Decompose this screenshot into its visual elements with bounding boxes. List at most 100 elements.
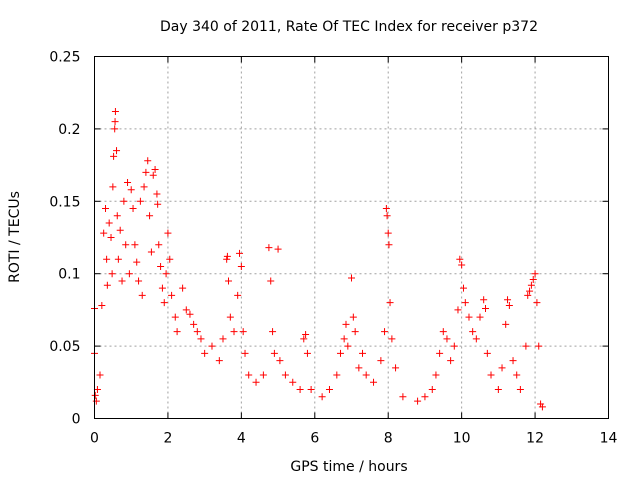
data-point (111, 118, 119, 126)
data-point (154, 200, 162, 208)
data-point (151, 165, 159, 173)
data-point (436, 349, 444, 357)
y-tick-label: 0 (72, 412, 81, 428)
data-point (348, 274, 355, 282)
data-point (535, 342, 543, 350)
data-point (399, 393, 407, 401)
data-point (110, 152, 118, 160)
data-point (241, 349, 249, 357)
data-point (381, 328, 389, 336)
data-point (502, 320, 510, 328)
data-point (344, 342, 352, 350)
data-point (465, 313, 473, 321)
data-point (487, 371, 495, 379)
data-point (122, 241, 130, 249)
data-point (454, 306, 462, 314)
data-point (265, 244, 273, 252)
data-point (236, 249, 244, 257)
grid-lines (94, 56, 609, 419)
data-point (160, 299, 168, 307)
data-point (461, 299, 469, 307)
chart-title: Day 340 of 2011, Rate Of TEC Index for r… (160, 19, 538, 35)
data-point (351, 328, 359, 336)
data-point (382, 205, 390, 213)
axis-ticks (94, 56, 609, 419)
data-point (223, 255, 231, 263)
data-point (136, 197, 144, 205)
data-point (259, 371, 267, 379)
data-point (215, 357, 223, 365)
data-point (414, 397, 422, 405)
data-point (125, 270, 133, 278)
data-point (533, 299, 541, 307)
data-point (155, 241, 163, 249)
y-tick-label: 0.05 (49, 339, 80, 355)
data-point (267, 277, 275, 285)
data-point (443, 335, 451, 343)
data-point (166, 255, 174, 263)
data-point (144, 157, 152, 165)
data-point (385, 241, 393, 249)
data-point (450, 342, 458, 350)
data-point (225, 277, 233, 285)
data-point (274, 245, 282, 253)
x-tick-label: 4 (237, 431, 246, 447)
x-tick-label: 8 (384, 431, 393, 447)
data-point (509, 357, 517, 365)
y-tick-label: 0.15 (49, 194, 80, 210)
data-point (269, 328, 277, 336)
data-point (252, 378, 260, 386)
data-point (92, 397, 100, 405)
y-axis-label: ROTI / TECUs (7, 191, 23, 283)
data-point (483, 349, 491, 357)
data-point (111, 125, 119, 133)
data-point (102, 205, 110, 213)
data-point (458, 261, 466, 269)
x-axis-label: GPS time / hours (290, 459, 407, 475)
data-point (289, 378, 297, 386)
y-tick-label: 0.1 (58, 267, 80, 283)
data-point (504, 296, 512, 304)
x-tick-label: 6 (310, 431, 319, 447)
data-point (318, 393, 326, 401)
data-point (370, 378, 378, 386)
data-point (138, 291, 146, 299)
data-point (182, 306, 190, 314)
data-point (114, 255, 122, 263)
data-point (531, 270, 539, 278)
data-point (162, 270, 170, 278)
tick-labels: 0 2 4 6 8 10 12 14 0 0.05 0.1 0.15 0.2 0.25 (49, 50, 617, 447)
data-point (456, 255, 464, 263)
data-point (142, 168, 150, 176)
data-point (111, 108, 119, 116)
data-point (98, 302, 106, 310)
data-point (171, 313, 179, 321)
data-point (113, 147, 121, 155)
data-point (103, 255, 111, 263)
data-point (173, 328, 181, 336)
data-point (392, 364, 400, 372)
data-point (135, 277, 143, 285)
data-point (223, 252, 231, 260)
data-points (91, 108, 546, 411)
data-point (129, 205, 137, 213)
plot-frame (94, 56, 609, 419)
y-tick-label: 0.25 (49, 50, 80, 66)
data-point (118, 277, 126, 285)
data-point (529, 275, 537, 283)
data-point (103, 281, 111, 289)
data-point (124, 178, 132, 186)
data-point (120, 197, 128, 205)
data-point (513, 371, 521, 379)
data-point (96, 371, 104, 379)
data-point (482, 304, 490, 312)
data-point (91, 391, 99, 399)
data-point (527, 281, 535, 289)
data-point (105, 219, 113, 227)
data-point (245, 371, 253, 379)
data-point (239, 328, 247, 336)
data-point (237, 262, 245, 270)
data-point (498, 364, 506, 372)
data-point (447, 357, 455, 365)
data-point (307, 386, 315, 394)
